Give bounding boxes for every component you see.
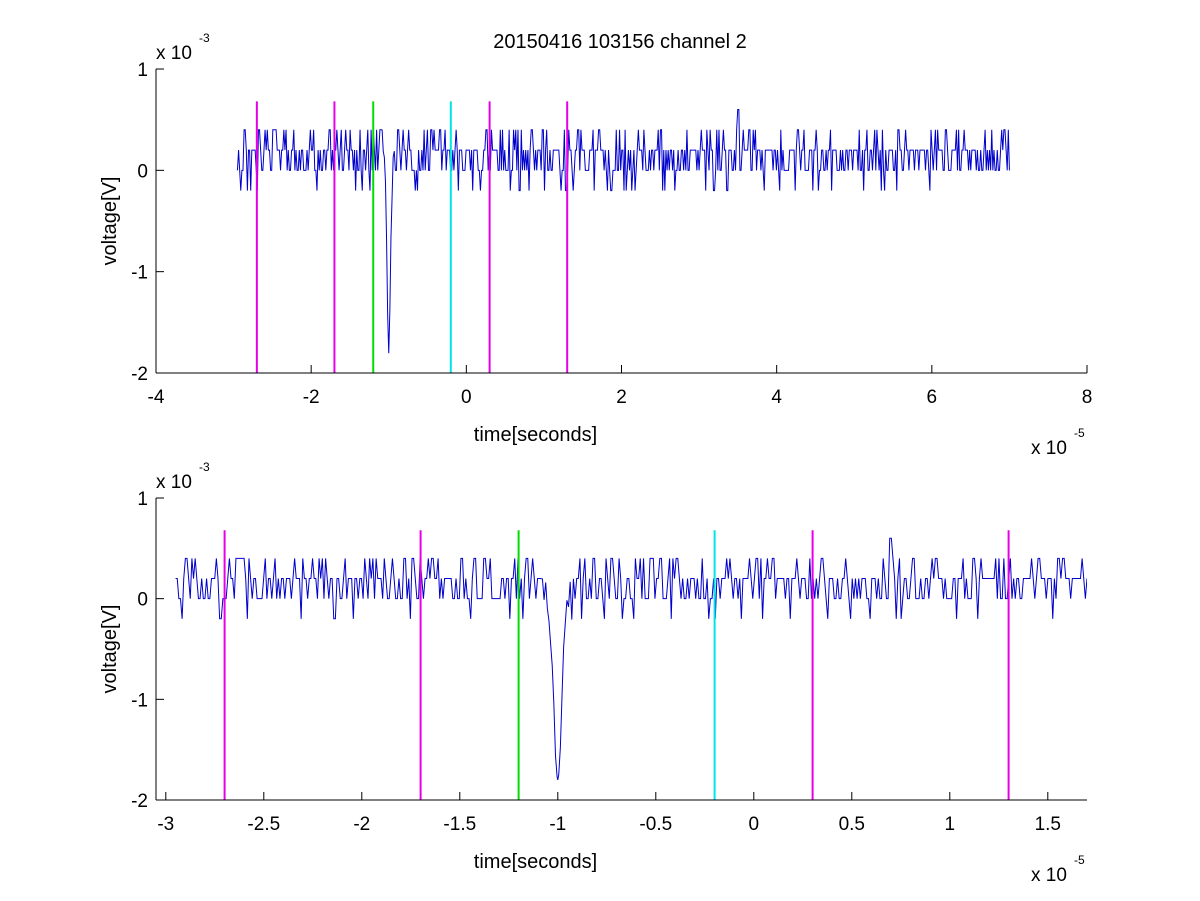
- y-axis-label: voltage[V]: [99, 177, 121, 266]
- y-tick-label: 0: [137, 590, 148, 611]
- x-tick-label: 2: [616, 387, 627, 408]
- y-tick-label: 0: [137, 161, 148, 182]
- x-tick-label: -2: [303, 387, 320, 408]
- x-tick-label: 0: [461, 387, 472, 408]
- top-subplot: -4 -2 0 2 4 6 8-2-101time[seconds]voltage[V]x …: [99, 31, 1092, 459]
- x-tick-label: -0.5: [639, 814, 672, 835]
- x-tick-label: -2: [353, 814, 370, 835]
- bottom-subplot: -3 -2.5 -2 -1.5 -1 -0.5 0 0.5 1 1.5 -2 -1 0 1 time[sec…: [99, 460, 1087, 886]
- x-multiplier-label: x 10: [1031, 438, 1067, 459]
- y-axis-label: voltage[V]: [99, 605, 121, 694]
- y-tick-label: -1: [131, 690, 148, 711]
- x-tick-label: -1: [549, 814, 566, 835]
- x-tick-label: 1: [945, 814, 956, 835]
- y-tick-label: 1: [137, 60, 148, 81]
- signal-line: [175, 537, 1087, 780]
- y-multiplier-label: x 10: [156, 472, 192, 493]
- x-tick-label: -4: [148, 387, 165, 408]
- y-multiplier-exponent: -3: [199, 31, 210, 45]
- x-axis-label: time[seconds]: [474, 424, 597, 446]
- x-tick-label: -2.5: [247, 814, 280, 835]
- x-tick-label: 6: [927, 387, 938, 408]
- x-tick-label: 0: [749, 814, 760, 835]
- figure-title: 20150416 103156 channel 2: [493, 31, 747, 53]
- y-multiplier-exponent: -3: [199, 460, 210, 474]
- x-tick-label: 0.5: [839, 814, 865, 835]
- y-multiplier-label: x 10: [156, 43, 192, 64]
- x-tick-label: 8: [1082, 387, 1093, 408]
- x-tick-label: -3: [157, 814, 174, 835]
- y-tick-label: 1: [137, 489, 148, 510]
- y-tick-label: -2: [131, 364, 148, 385]
- x-multiplier-exponent: -5: [1074, 426, 1085, 440]
- x-multiplier-label: x 10: [1031, 865, 1067, 886]
- y-tick-label: -2: [131, 791, 148, 812]
- x-axis-label: time[seconds]: [474, 851, 597, 873]
- x-tick-label: 4: [771, 387, 782, 408]
- signal-line: [236, 109, 1010, 354]
- y-tick-label: -1: [131, 263, 148, 284]
- x-multiplier-exponent: -5: [1074, 853, 1085, 867]
- x-tick-label: 1.5: [1035, 814, 1061, 835]
- x-tick-label: -1.5: [443, 814, 476, 835]
